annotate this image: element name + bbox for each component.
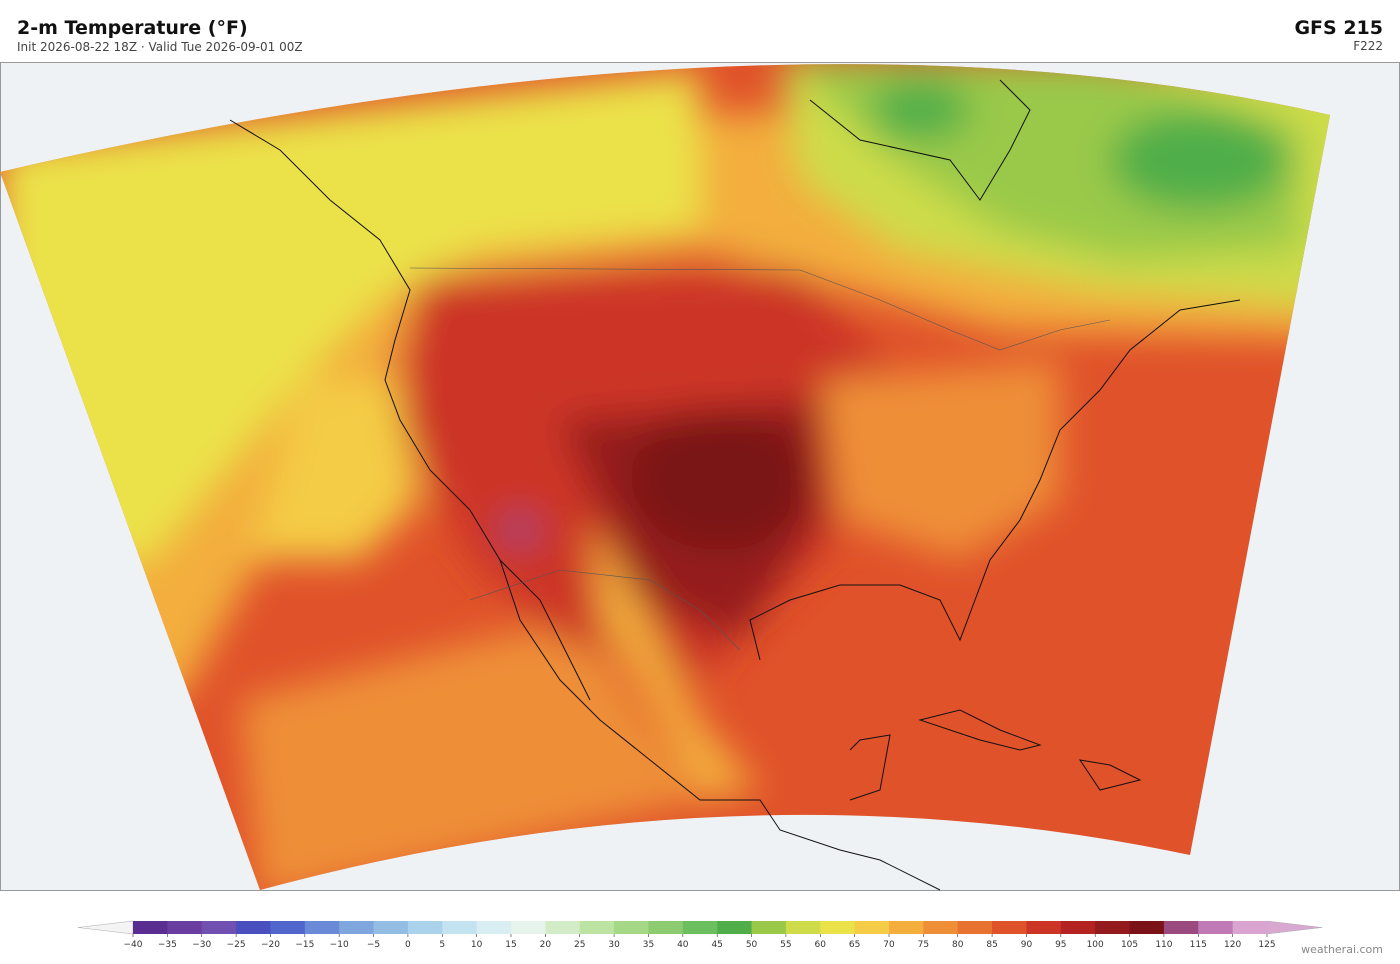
- color-bin: [270, 921, 306, 934]
- tick-label: 80: [952, 940, 964, 950]
- color-bin: [236, 921, 271, 934]
- color-bin: [889, 921, 924, 934]
- tick-label: 75: [918, 940, 929, 950]
- tick-label: −25: [227, 940, 246, 950]
- color-bin: [614, 921, 649, 934]
- color-bin: [923, 921, 959, 934]
- subtitle: Init 2026-08-22 18Z · Valid Tue 2026-09-…: [17, 40, 303, 54]
- color-bin: [785, 921, 821, 934]
- color-bin: [545, 921, 581, 934]
- tick-label: 95: [1055, 940, 1066, 950]
- color-bin: [442, 921, 478, 934]
- color-bin: [407, 921, 443, 934]
- color-bin: [1198, 921, 1234, 934]
- color-bin: [339, 921, 375, 934]
- tick-label: 65: [849, 940, 860, 950]
- color-bin: [854, 921, 890, 934]
- tick-label: −40: [124, 940, 143, 950]
- color-bin: [751, 921, 787, 934]
- tick-label: 55: [780, 940, 791, 950]
- tick-label: 125: [1258, 940, 1275, 950]
- forecast-hour: F222: [1353, 39, 1383, 53]
- borders: [409, 267, 1111, 651]
- tick-label: 0: [405, 940, 411, 950]
- tick-label: 30: [608, 940, 620, 950]
- color-bin: [373, 921, 409, 934]
- title: 2-m Temperature (°F): [17, 17, 248, 39]
- tick-label: 110: [1155, 940, 1172, 950]
- model: GFS 215: [1294, 17, 1383, 39]
- watermark: weatherai.com: [1301, 943, 1383, 956]
- tick-label: 105: [1121, 940, 1138, 950]
- color-bin: [133, 921, 168, 934]
- tick-label: 20: [540, 940, 552, 950]
- tick-label: 70: [883, 940, 895, 950]
- tick-label: −20: [261, 940, 280, 950]
- map: [0, 62, 1400, 891]
- color-bin: [1060, 921, 1096, 934]
- color-bin: [648, 921, 684, 934]
- tick-label: 35: [643, 940, 654, 950]
- color-bin: [957, 921, 993, 934]
- color-bin: [579, 921, 615, 934]
- color-bin: [1026, 921, 1062, 934]
- over-triangle: [1266, 920, 1323, 935]
- color-bin: [304, 921, 340, 934]
- color-bin: [476, 921, 512, 934]
- color-bin: [1232, 921, 1268, 934]
- color-bin: [201, 921, 237, 934]
- coastlines: [229, 79, 1241, 891]
- tick-label: 90: [1021, 940, 1033, 950]
- tick-label: −30: [192, 940, 211, 950]
- tick-label: 15: [505, 940, 516, 950]
- tick-label: 40: [677, 940, 689, 950]
- color-bin: [1095, 921, 1131, 934]
- color-bin: [1129, 921, 1165, 934]
- tick-label: 100: [1087, 940, 1104, 950]
- tick-label: 25: [574, 940, 585, 950]
- tick-label: 85: [986, 940, 997, 950]
- tick-label: 60: [815, 940, 827, 950]
- tick-label: 120: [1224, 940, 1241, 950]
- color-bin: [820, 921, 856, 934]
- tick-label: 45: [711, 940, 722, 950]
- colorbar: −40 −35 −30 −25 −20 −15 −10 −5 0 5 10 15 20 25 30 35 40 4…: [77, 920, 1323, 950]
- color-bin: [992, 921, 1027, 934]
- color-bin: [682, 921, 718, 934]
- color-bin: [167, 921, 203, 934]
- tick-label: −15: [295, 940, 314, 950]
- color-bin: [1163, 921, 1199, 934]
- tick-label: −5: [367, 940, 380, 950]
- under-triangle: [77, 920, 134, 935]
- tick-label: −35: [158, 940, 177, 950]
- tick-label: −10: [330, 940, 349, 950]
- temperature-field: [0, 64, 1330, 890]
- tick-label: 5: [439, 940, 445, 950]
- color-bin: [717, 921, 753, 934]
- color-bin: [511, 921, 546, 934]
- tick-label: 115: [1190, 940, 1207, 950]
- tick-label: 10: [471, 940, 483, 950]
- tick-label: 50: [746, 940, 758, 950]
